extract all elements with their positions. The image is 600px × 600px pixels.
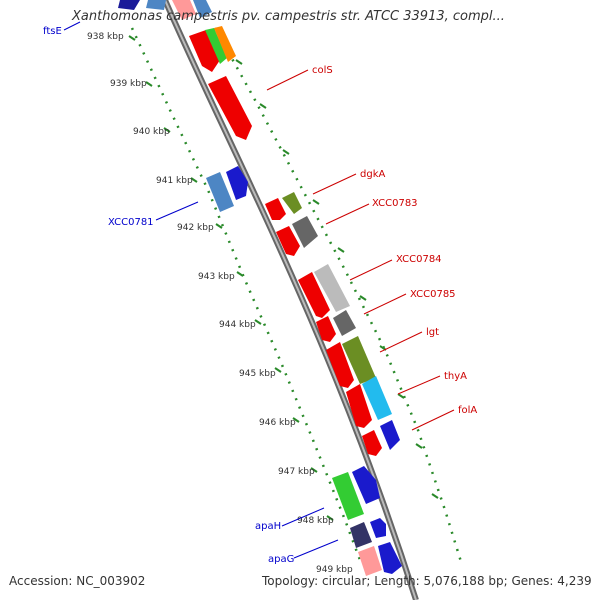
tick-label-944: 944 kbp: [219, 320, 256, 330]
gene-label-apaG[interactable]: apaG: [268, 554, 294, 565]
feature-thyA[interactable]: [346, 376, 392, 428]
gene-label-thyA[interactable]: thyA: [444, 371, 467, 382]
tick-label-949: 949 kbp: [316, 565, 353, 575]
tick-label-945: 945 kbp: [239, 369, 276, 379]
gene-label-XCC0781[interactable]: XCC0781: [108, 217, 154, 228]
feature-apaH[interactable]: [332, 466, 380, 520]
feature-XCC0783[interactable]: [276, 216, 318, 256]
gene-label-ftsE[interactable]: ftsE: [43, 26, 62, 37]
gene-label-XCC0784[interactable]: XCC0784: [396, 254, 442, 265]
feature-XCC0781[interactable]: [206, 166, 248, 212]
gene-label-lgt[interactable]: lgt: [426, 327, 439, 338]
feature-top-reverse[interactable]: [118, 0, 166, 10]
tick-label-938: 938 kbp: [87, 32, 124, 42]
gene-label-folA[interactable]: folA: [458, 405, 477, 416]
feature-dgkA[interactable]: [265, 192, 302, 220]
gene-label-dgkA[interactable]: dgkA: [360, 169, 385, 180]
label-leaders: [63, 21, 455, 559]
gene-label-XCC0783[interactable]: XCC0783: [372, 198, 418, 209]
genome-summary-text: Topology: circular; Length: 5,076,188 bp…: [262, 574, 592, 588]
map-title: Xanthomonas campestris pv. campestris st…: [72, 9, 505, 24]
feature-colS[interactable]: [208, 76, 252, 140]
tick-label-940: 940 kbp: [133, 127, 170, 137]
outer-major-ticks: [235, 59, 439, 499]
gene-label-XCC0785[interactable]: XCC0785: [410, 289, 456, 300]
tick-label-939: 939 kbp: [110, 79, 147, 89]
feature-XCC0784[interactable]: [298, 264, 350, 318]
gene-labels: ftsE colS dgkA XCC0783 XCC0781 XCC0784 X…: [43, 26, 477, 565]
feature-folA[interactable]: [362, 420, 400, 456]
feature-colS-area[interactable]: [189, 26, 236, 72]
accession-text: Accession: NC_003902: [9, 574, 146, 588]
tick-label-946: 946 kbp: [259, 418, 296, 428]
inner-major-ticks: [128, 35, 334, 521]
tick-label-947: 947 kbp: [278, 467, 315, 477]
tick-label-948: 948 kbp: [297, 516, 334, 526]
tick-label-941: 941 kbp: [156, 176, 193, 186]
gene-label-apaH[interactable]: apaH: [255, 521, 281, 532]
feature-top-forward[interactable]: [172, 0, 212, 20]
feature-lgt[interactable]: [326, 336, 376, 388]
tick-label-943: 943 kbp: [198, 272, 235, 282]
inner-tick-track: [130, 27, 362, 561]
tick-label-942: 942 kbp: [177, 223, 214, 233]
genome-backbone: [162, 0, 419, 600]
feature-XCC0785[interactable]: [316, 310, 356, 342]
feature-apaG[interactable]: [350, 518, 402, 576]
tick-labels: 938 kbp 939 kbp 940 kbp 941 kbp 942 kbp …: [87, 32, 353, 575]
gene-label-colS[interactable]: colS: [312, 65, 333, 76]
